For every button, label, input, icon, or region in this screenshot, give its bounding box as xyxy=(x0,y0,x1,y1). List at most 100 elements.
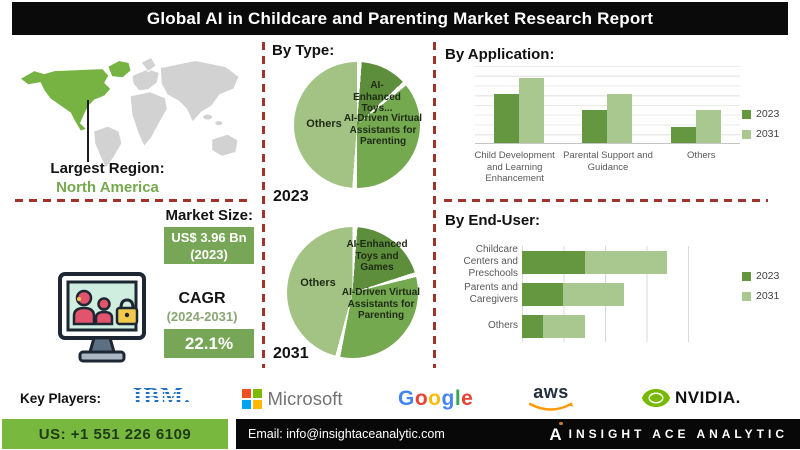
section-header-by-type: By Type: xyxy=(272,42,335,59)
aws-wordmark: aws xyxy=(533,382,569,402)
nvidia-logo: NVIDIA. xyxy=(641,388,741,408)
segment-2023 xyxy=(522,282,564,306)
divider-left-horizontal xyxy=(15,199,248,202)
market-size-value: US$ 3.96 Bn xyxy=(171,230,247,245)
application-bars xyxy=(475,66,740,143)
page-title: Global AI in Childcare and Parenting Mar… xyxy=(12,2,788,35)
category-label: Child Development and Learning Enhanceme… xyxy=(474,150,555,184)
application-category-axis: Child Development and Learning Enhanceme… xyxy=(468,150,748,185)
legend-item-2023: 2023 xyxy=(742,270,779,282)
pie-2023-slice-label-others: Others xyxy=(306,118,342,130)
family-security-monitor-icon xyxy=(58,272,146,363)
aws-smile-icon xyxy=(528,402,574,411)
end-user-category-label: Parents and Caregivers xyxy=(464,282,518,305)
bar-2023 xyxy=(582,109,608,143)
cagr-period: (2024-2031) xyxy=(166,309,238,324)
map-greenland xyxy=(107,60,132,79)
segment-2031 xyxy=(543,314,585,338)
microsoft-square-green xyxy=(252,389,262,399)
end-user-category-label: Others xyxy=(487,320,518,331)
map-asia xyxy=(159,60,240,123)
market-size-label: Market Size: xyxy=(165,207,253,224)
segment-2031 xyxy=(563,282,625,306)
cagr-label: CAGR xyxy=(178,290,226,307)
segment-2023 xyxy=(522,314,544,338)
application-bar-chart-plot xyxy=(475,66,740,144)
map-island-2 xyxy=(214,120,224,127)
legend-label: 2031 xyxy=(756,128,780,140)
insight-ace-logo-icon: A xyxy=(549,421,563,443)
pie-2031-slice-label-assistants: AI-Driven Virtual Assistants for Parenti… xyxy=(341,287,421,321)
end-user-legend: 2023 2031 xyxy=(742,270,779,302)
legend-item-2031: 2031 xyxy=(742,128,779,140)
pie-2023-slice-label-toys: AI-Enhanced Toys... xyxy=(353,80,401,114)
bar-2031 xyxy=(607,93,633,143)
end-user-bar-rows: Childcare Centers and Preschools Parents … xyxy=(443,244,783,346)
map-europe xyxy=(131,68,160,92)
legend-label: 2023 xyxy=(756,108,780,120)
google-letter: o xyxy=(428,387,442,410)
segment-2031 xyxy=(584,250,668,274)
legend-label: 2023 xyxy=(756,270,780,282)
application-bar-group xyxy=(582,93,633,143)
section-header-by-end-user: By End-User: xyxy=(445,212,541,229)
pie-2023-slice-label-assistants: AI-Driven Virtual Assistants for Parenti… xyxy=(343,113,423,147)
map-australia xyxy=(211,133,239,157)
pie-chart-by-type-2031 xyxy=(287,227,418,358)
bar-2023 xyxy=(670,126,696,143)
end-user-row: Others xyxy=(443,314,783,338)
application-bar-group xyxy=(494,77,545,143)
insight-ace-wordmark: INSIGHT ACE ANALYTIC xyxy=(568,427,788,441)
legend-item-2023: 2023 xyxy=(742,108,779,120)
divider-right-horizontal xyxy=(444,199,768,202)
key-players-label: Key Players: xyxy=(20,391,102,406)
bar-2031 xyxy=(519,77,545,143)
region-pointer-line xyxy=(87,100,89,162)
pie-2031-slice-label-others: Others xyxy=(300,277,336,289)
pie-2031-year-label: 2031 xyxy=(273,345,309,362)
insight-ace-brand: A INSIGHT ACE ANALYTIC xyxy=(549,421,788,443)
microsoft-logo: Microsoft xyxy=(242,388,343,410)
email-text: Email: info@insightaceanalytic.com xyxy=(248,427,445,441)
microsoft-square-red xyxy=(242,389,251,399)
legend-label: 2031 xyxy=(756,290,780,302)
google-letter: o xyxy=(414,387,429,410)
application-bar-group xyxy=(670,109,721,143)
brand-dot xyxy=(559,421,563,425)
map-south-america xyxy=(93,125,123,170)
aws-logo: aws xyxy=(527,383,575,419)
legend-swatch xyxy=(742,109,751,119)
google-letter: e xyxy=(461,387,474,410)
footer-bar: Email: info@insightaceanalytic.com A INS… xyxy=(236,419,800,449)
section-header-by-application: By Application: xyxy=(445,46,555,63)
legend-swatch xyxy=(742,291,751,301)
largest-region-value: North America xyxy=(56,179,159,196)
google-letter: G xyxy=(398,387,415,410)
bar-2023 xyxy=(494,93,520,143)
phone-bar: US: +1 551 226 6109 xyxy=(2,419,228,449)
end-user-bar-track xyxy=(522,314,585,338)
world-map xyxy=(19,56,240,170)
google-letter: l xyxy=(454,387,462,410)
largest-region-label: Largest Region: xyxy=(50,160,165,177)
pie-2031-slice-label-toys: AI-Enhanced Toys and Games xyxy=(346,239,408,273)
microsoft-squares-icon xyxy=(242,389,262,409)
ibm-logo: IBM. xyxy=(133,384,191,410)
google-logo: Google xyxy=(398,387,473,411)
end-user-bar-track xyxy=(522,250,668,274)
map-africa xyxy=(129,91,168,148)
nvidia-wordmark: NVIDIA. xyxy=(675,388,741,407)
divider-vertical-2 xyxy=(433,42,436,368)
end-user-row: Childcare Centers and Preschools xyxy=(443,244,783,279)
google-letter: g xyxy=(441,387,455,410)
end-user-row: Parents and Caregivers xyxy=(443,282,783,306)
market-size-value-box: US$ 3.96 Bn (2023) xyxy=(164,227,254,264)
map-island-1 xyxy=(202,113,214,121)
category-label: Others xyxy=(687,150,716,161)
bar-2031 xyxy=(695,109,721,143)
cagr-value-box: 22.1% xyxy=(164,329,254,358)
map-north-america xyxy=(19,68,112,132)
legend-item-2031: 2031 xyxy=(742,290,779,302)
segment-2023 xyxy=(522,250,585,274)
